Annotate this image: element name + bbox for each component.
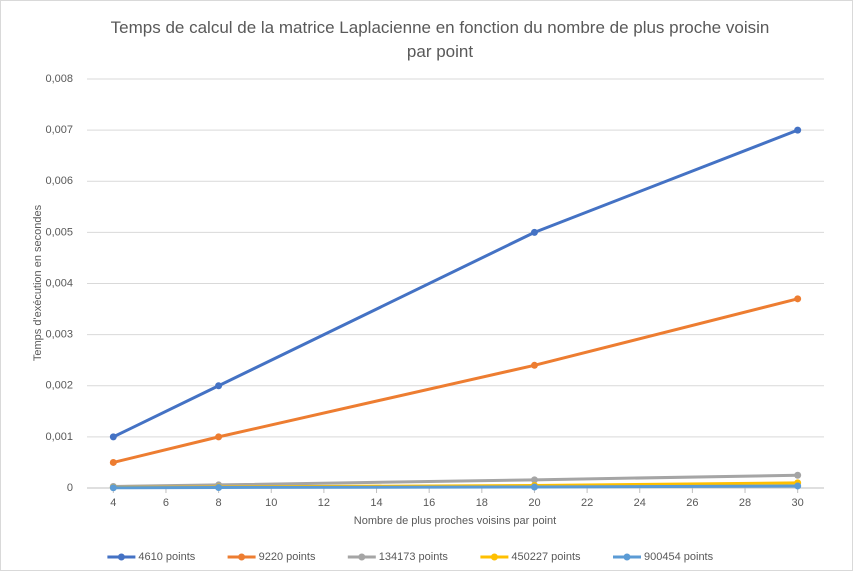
series-line [113,473,798,488]
y-tick-label: 0,006 [45,175,73,187]
series-line [113,484,798,490]
data-point [530,228,538,236]
legend-marker [238,553,246,561]
x-tick-label: 14 [370,497,382,509]
data-point [530,483,538,491]
x-tick-label: 16 [423,497,435,509]
x-tick-label: 8 [216,497,222,509]
data-point [215,483,223,491]
x-tick-label: 4 [110,497,116,509]
data-point [794,126,802,134]
legend-label: 450227 points [511,551,581,563]
y-tick-label: 0,004 [45,277,73,289]
x-tick-label: 22 [581,497,593,509]
data-point [530,476,538,484]
data-point [109,458,117,466]
legend-label: 9220 points [259,551,316,563]
data-point [109,484,117,492]
y-tick-label: 0,002 [45,380,73,392]
legend-marker [623,553,631,561]
data-point [530,361,538,369]
data-point [794,471,802,479]
legend-label: 900454 points [644,551,714,563]
x-tick-label: 18 [476,497,488,509]
legend-label: 4610 points [138,551,195,563]
y-tick-label: 0,005 [45,226,73,238]
x-axis-label: Nombre de plus proches voisins par point [354,515,556,527]
x-tick-label: 28 [739,497,751,509]
series-line [112,128,799,439]
y-tick-label: 0,007 [45,124,73,136]
data-point [794,482,802,490]
x-tick-label: 26 [686,497,698,509]
data-point [794,295,802,303]
x-tick-label: 12 [318,497,330,509]
y-tick-label: 0,003 [45,329,73,341]
x-tick-label: 10 [265,497,277,509]
legend-marker [117,553,125,561]
y-tick-label: 0,008 [45,73,73,85]
legend-marker [490,553,498,561]
x-tick-label: 20 [528,497,540,509]
data-point [109,433,117,441]
series-line [112,297,799,464]
x-tick-label: 24 [634,497,646,509]
data-point [215,433,223,441]
chart-title: Temps de calcul de la matrice Laplacienn… [110,18,770,61]
x-tick-label: 30 [792,497,804,509]
y-tick-label: 0,001 [45,431,73,443]
legend-marker [358,553,366,561]
legend-label: 134173 points [379,551,449,563]
y-axis-label: Temps d'exécution en secondes [32,204,44,361]
data-point [215,382,223,390]
y-tick-label: 0 [67,482,73,494]
x-tick-label: 6 [163,497,169,509]
